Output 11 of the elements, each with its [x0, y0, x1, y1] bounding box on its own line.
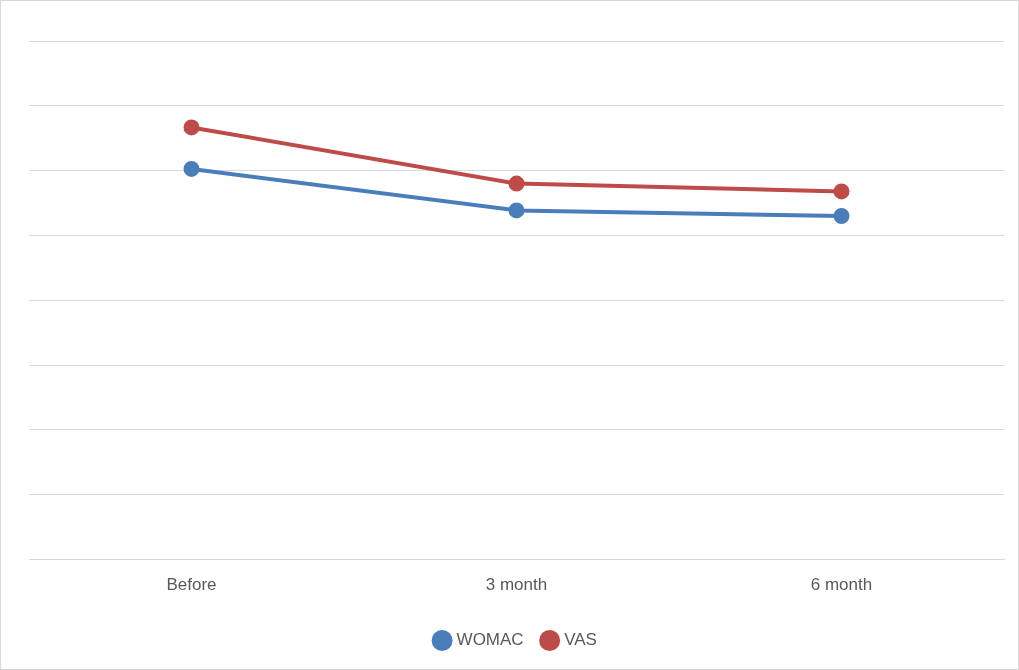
legend-label: VAS: [564, 630, 597, 650]
point: [833, 183, 850, 200]
x-tick-label: 3 month: [485, 575, 548, 595]
point: [508, 202, 525, 219]
x-tick-label: Before: [166, 575, 217, 595]
point: [183, 160, 200, 177]
point: [183, 119, 200, 136]
x-tick-label: 6 month: [810, 575, 873, 595]
point: [833, 208, 850, 225]
point: [508, 175, 525, 192]
legend-label: WOMAC: [456, 630, 524, 650]
